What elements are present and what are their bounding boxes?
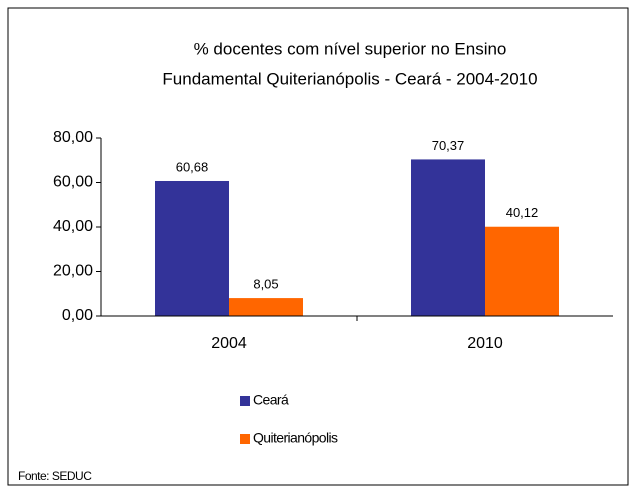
y-tick-label: 0,00 xyxy=(62,307,93,324)
legend-label: Ceará xyxy=(253,392,289,408)
bar xyxy=(155,180,229,316)
x-tick-label: 2010 xyxy=(467,335,503,352)
value-label: 60,68 xyxy=(176,159,209,174)
y-tick-label: 20,00 xyxy=(53,263,93,280)
source-note: Fonte: SEDUC xyxy=(18,469,92,483)
value-label: 8,05 xyxy=(253,277,278,292)
value-label: 70,37 xyxy=(432,138,465,153)
y-tick-label: 80,00 xyxy=(53,129,93,146)
bar xyxy=(411,159,485,316)
value-label: 40,12 xyxy=(506,205,539,220)
legend-swatch xyxy=(240,434,250,444)
bar xyxy=(229,298,303,316)
y-tick-label: 60,00 xyxy=(53,174,93,191)
chart-title-line: % docentes com nível superior no Ensino xyxy=(194,39,507,58)
legend-label: Quiterianópolis xyxy=(253,430,338,446)
y-tick-label: 40,00 xyxy=(53,218,93,235)
x-tick-label: 2004 xyxy=(211,335,247,352)
bar xyxy=(485,226,559,316)
chart-title-line: Fundamental Quiterianópolis - Ceará - 20… xyxy=(162,69,537,88)
legend-swatch xyxy=(240,396,250,406)
